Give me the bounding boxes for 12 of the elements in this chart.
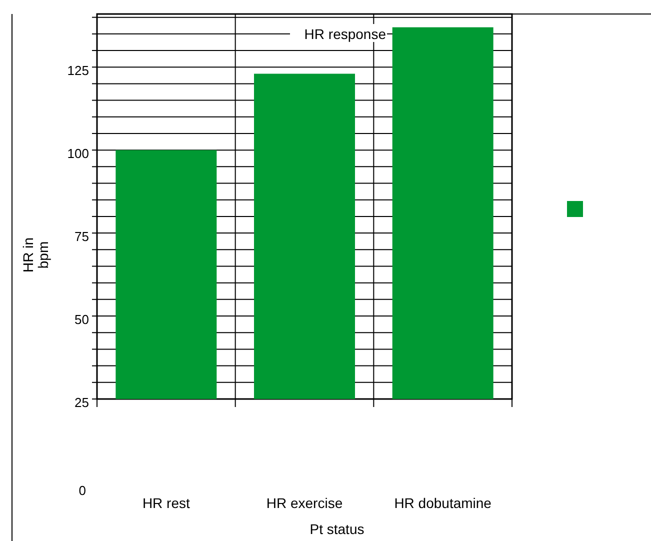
text: 0: [78, 483, 86, 498]
text: HR response: [304, 26, 386, 42]
x-axis-title: Pt status: [310, 521, 364, 537]
x-tick-label: HR exercise: [266, 495, 343, 511]
x-tick-label: HR dobutamine: [394, 495, 492, 511]
y-tick-label: 50: [74, 312, 89, 328]
y-tick-label: 25: [74, 395, 89, 410]
y-axis-title: HR in bpm: [20, 237, 51, 273]
y-tick-label: 125: [67, 63, 89, 78]
y-tick-label: 75: [74, 229, 89, 244]
y-tick-label: 100: [67, 146, 89, 162]
x-tick-label: HR rest: [142, 495, 190, 511]
